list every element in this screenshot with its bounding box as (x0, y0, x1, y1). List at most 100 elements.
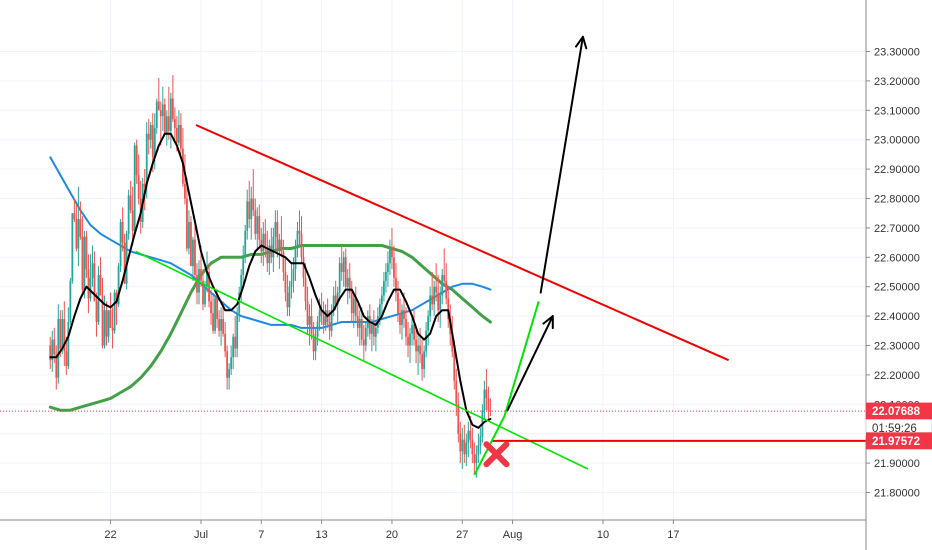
candle (99, 257, 102, 296)
candle (71, 213, 74, 284)
price-tick-label: 22.50000 (874, 282, 920, 294)
candle (435, 263, 438, 302)
candle (147, 119, 150, 155)
candle-body (262, 233, 265, 252)
invalidation-cross-icon (483, 441, 510, 468)
candle-body (127, 195, 130, 234)
candle-body (435, 286, 438, 293)
arrow-long-shaft (539, 35, 584, 294)
candle (218, 310, 220, 337)
candle-body (304, 277, 307, 302)
candle-body (330, 310, 333, 331)
time-axis[interactable]: 22 Jul 7 13 20 27 Aug 10 17 (104, 520, 679, 541)
candle (161, 86, 164, 131)
candle-body (308, 316, 311, 325)
candle-body (294, 248, 297, 270)
candle (202, 269, 204, 311)
candle-body (161, 104, 164, 117)
candle (387, 251, 389, 287)
candle (125, 230, 128, 290)
candle (397, 280, 399, 322)
candle-body (274, 222, 277, 237)
candle-body (252, 198, 255, 211)
arrow-short-shaft (506, 315, 554, 412)
candle (81, 216, 84, 296)
candle-body (385, 272, 387, 281)
candle (340, 245, 343, 281)
candle (169, 92, 172, 149)
candle (364, 321, 367, 352)
candle (167, 86, 170, 140)
price-tick-label: 21.80000 (874, 488, 920, 500)
candle (165, 110, 168, 146)
candle (461, 427, 464, 469)
candle (184, 154, 186, 205)
candle (302, 245, 305, 287)
candle-body (292, 269, 295, 281)
candle-body (423, 351, 426, 370)
candle-body (103, 310, 106, 346)
candle (427, 310, 430, 346)
candle (274, 210, 277, 249)
candle (177, 110, 180, 146)
candle (330, 304, 333, 337)
candle-body (316, 321, 319, 337)
candle (457, 392, 460, 443)
candle (459, 421, 462, 464)
candle-body (105, 310, 108, 337)
candle-body (61, 319, 64, 349)
candle (69, 277, 72, 325)
candle-body (395, 277, 397, 293)
candle (489, 398, 492, 417)
candle (234, 316, 237, 358)
candle (248, 180, 251, 228)
candle-body (425, 330, 428, 352)
candle (385, 263, 387, 293)
candle (173, 107, 176, 140)
candle (89, 254, 92, 302)
candle (262, 222, 265, 267)
candle-body (109, 310, 112, 328)
candle (129, 180, 132, 214)
time-tick-label: 7 (258, 529, 264, 541)
level-price-value: 21.97572 (872, 436, 920, 448)
candle (133, 142, 136, 237)
candle-body (459, 433, 462, 452)
candle-body (461, 439, 464, 452)
candle-body (123, 242, 126, 284)
candle-body (125, 233, 128, 284)
candle-body (228, 369, 231, 378)
candle (366, 310, 369, 337)
candle-body (296, 230, 299, 249)
candle (372, 310, 375, 346)
candle (306, 286, 309, 334)
candle (236, 307, 239, 358)
candle-body (318, 310, 321, 322)
candle-body (254, 210, 257, 234)
price-tick-label: 22.60000 (874, 252, 920, 264)
candle-body (378, 304, 381, 317)
candle-body (419, 345, 421, 355)
candle (280, 216, 283, 258)
candle (370, 319, 373, 352)
candle (431, 272, 434, 311)
candle (429, 286, 432, 322)
candle-body (427, 316, 430, 331)
projection-path (473, 301, 540, 476)
candle (107, 310, 110, 343)
candle-body (475, 454, 478, 464)
cross-stroke (483, 441, 510, 468)
candle (288, 280, 291, 317)
candle (93, 251, 96, 302)
candle-body (101, 295, 104, 346)
candle (308, 304, 311, 346)
candle-body (232, 336, 235, 358)
candle-body (192, 239, 194, 267)
candle (159, 101, 162, 146)
candle (312, 321, 315, 361)
candle (111, 307, 114, 349)
candle (282, 239, 285, 281)
candle-body (354, 298, 357, 317)
candle-body (210, 301, 212, 314)
